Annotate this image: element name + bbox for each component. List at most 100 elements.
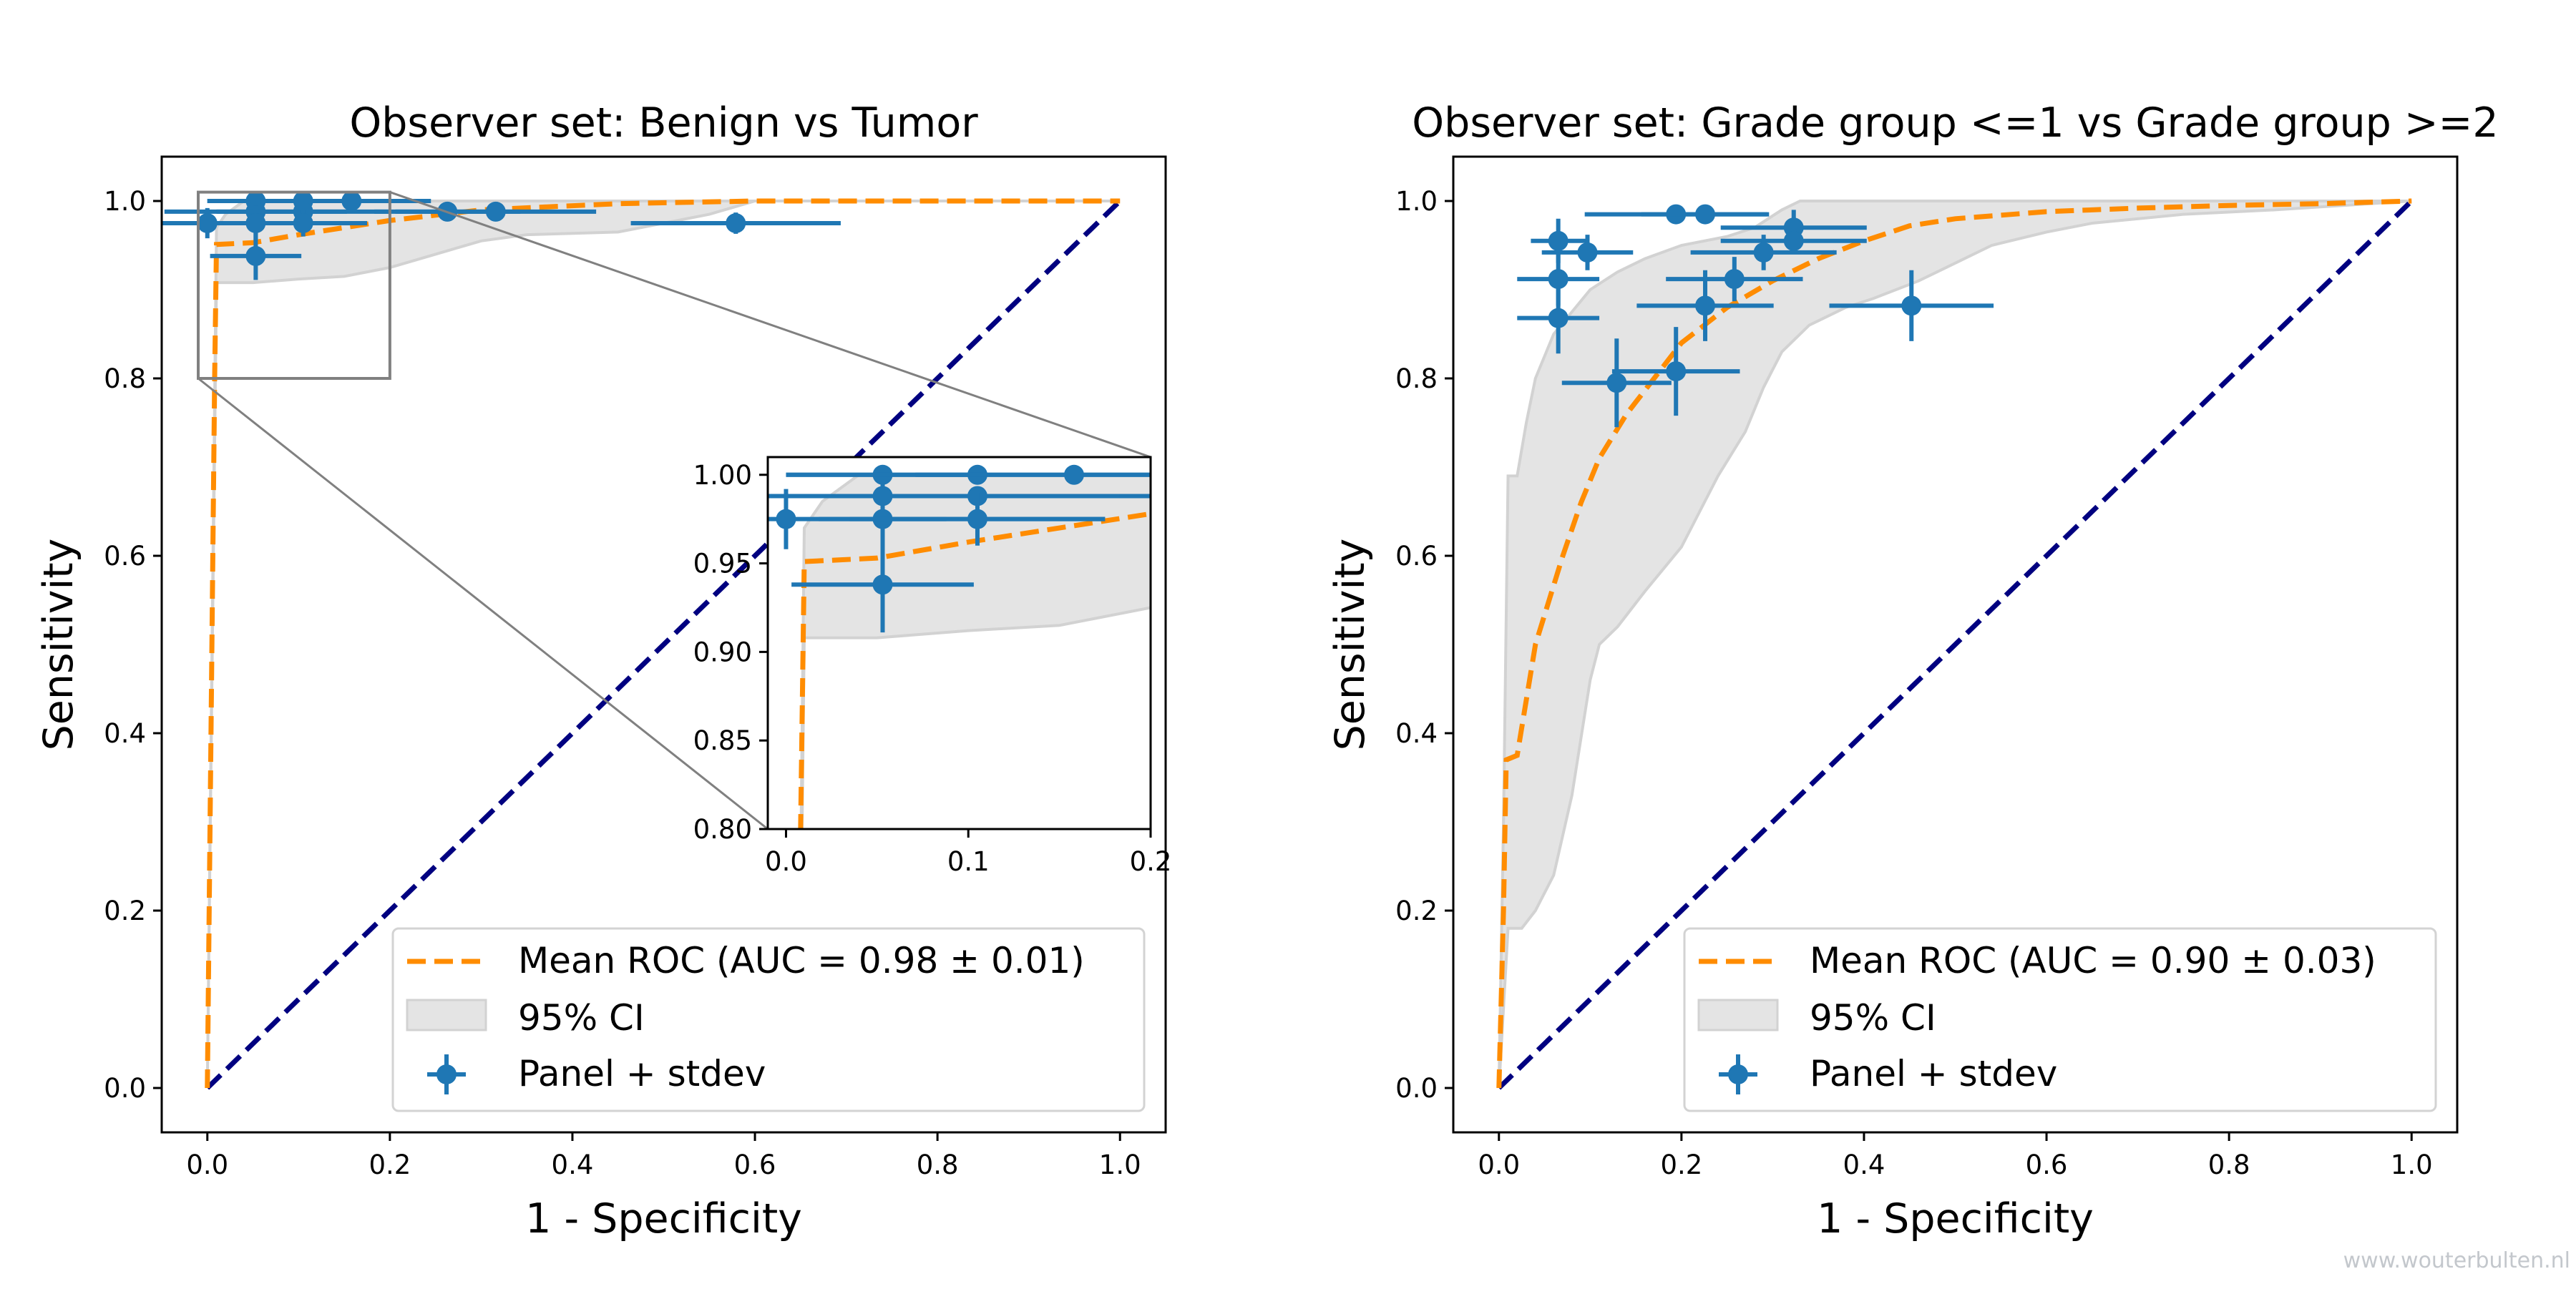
panel-point [1720, 230, 1867, 251]
panel-marker [1064, 464, 1084, 485]
x-tick-label: 0.8 [917, 1150, 959, 1180]
x-axis-label: 1 - Specificity [1817, 1195, 2094, 1243]
x-tick-label: 0.6 [2026, 1150, 2068, 1180]
y-axis-label: Sensitivity [35, 539, 82, 751]
plot-area [1496, 198, 2414, 1090]
chart-title: Observer set: Benign vs Tumor [349, 99, 978, 147]
y-tick-label: 0.2 [1395, 896, 1438, 926]
panel-marker [1548, 308, 1568, 328]
y-tick-label: 0.90 [693, 637, 752, 667]
panel-point [1641, 204, 1770, 225]
legend-label: Panel + stdev [518, 1053, 766, 1094]
y-tick-label: 0.0 [104, 1073, 146, 1104]
ci-band [205, 200, 1121, 1089]
y-tick-label: 0.80 [693, 814, 752, 845]
zoom-indicator-box [197, 190, 391, 380]
legend-panel-marker [436, 1064, 457, 1084]
panel-point [1829, 270, 1994, 341]
panel-point [1690, 235, 1837, 270]
axes-frame [766, 456, 1152, 830]
y-tick-label: 0.8 [1395, 363, 1438, 394]
panel-marker [1695, 295, 1716, 316]
panel-marker [967, 509, 987, 529]
y-tick-label: 0.6 [104, 541, 146, 572]
plot-area [162, 191, 1122, 1090]
x-tick-label: 0.4 [552, 1150, 594, 1180]
chance-line [205, 199, 1122, 1090]
panel-point [1561, 338, 1672, 428]
inset-plot-area [768, 464, 1852, 829]
panel-point [1517, 252, 1600, 306]
x-tick-label: 0.1 [947, 846, 990, 877]
panel-point [849, 492, 1106, 546]
y-axis-label: Sensitivity [1327, 539, 1374, 751]
panel-marker [1352, 486, 1372, 506]
panel-marker [485, 201, 506, 222]
panel-marker [776, 509, 796, 529]
x-tick-label: 0.4 [1843, 1150, 1885, 1180]
axes-frame [160, 155, 1167, 1134]
legend: Mean ROC (AUC = 0.90 ± 0.03) 95% CI Panel … [1683, 927, 2437, 1112]
x-tick-label: 0.6 [734, 1150, 776, 1180]
x-tick-label: 0.0 [1478, 1150, 1520, 1180]
y-tick-label: 1.0 [104, 186, 146, 217]
zoom-connector-line [197, 377, 769, 830]
chance-line [1497, 199, 2414, 1090]
panel-point [1666, 257, 1803, 302]
panel-marker [1695, 204, 1716, 225]
panel-marker [1548, 269, 1568, 290]
panel-marker [293, 213, 313, 233]
panel-marker [1753, 242, 1774, 263]
panel-point [1119, 486, 1276, 506]
panel-point [210, 232, 302, 280]
watermark: www.wouterbulten.nl [2343, 1248, 2570, 1273]
panel-point [272, 191, 431, 211]
x-tick-label: 1.0 [1099, 1150, 1141, 1180]
panel-marker [245, 245, 266, 266]
panel-point [1517, 283, 1600, 354]
legend-panel-marker [1728, 1064, 1748, 1084]
panel-marker [1783, 230, 1804, 251]
panel-marker [1606, 373, 1627, 393]
y-tick-label: 0.4 [104, 718, 146, 749]
y-tick-label: 0.2 [104, 896, 146, 926]
legend-label: Mean ROC (AUC = 0.98 ± 0.01) [518, 940, 1085, 981]
y-tick-label: 0.0 [1395, 1073, 1438, 1104]
x-tick-label: 0.0 [765, 846, 807, 877]
panel-marker [341, 191, 362, 211]
legend-ci-swatch [406, 999, 487, 1031]
mean-roc-line [798, 511, 1151, 829]
panel-point [791, 536, 974, 633]
panel-marker [1256, 486, 1276, 506]
legend-label: 95% CI [1810, 997, 1936, 1039]
x-tick-label: 0.2 [1660, 1150, 1702, 1180]
legend: Mean ROC (AUC = 0.98 ± 0.01) 95% CI Panel … [391, 927, 1146, 1112]
x-tick-label: 0.0 [186, 1150, 228, 1180]
x-tick-label: 0.2 [369, 1150, 411, 1180]
legend-label: Mean ROC (AUC = 0.90 ± 0.03) [1810, 940, 2376, 981]
y-tick-label: 0.95 [693, 549, 752, 579]
panel-point [630, 212, 841, 234]
x-tick-label: 0.2 [1130, 846, 1172, 877]
legend-label: Panel + stdev [1810, 1053, 2057, 1094]
legend-box [391, 927, 1146, 1112]
panel-point [239, 210, 367, 237]
panel-marker [1548, 230, 1568, 251]
panel-point [395, 201, 597, 222]
x-axis-label: 1 - Specificity [525, 1195, 802, 1243]
panel-point [1636, 270, 1774, 341]
panel-point [1161, 486, 1562, 506]
zoom-connector-line [389, 191, 1151, 459]
y-tick-label: 0.8 [104, 363, 146, 394]
panel-marker [1666, 361, 1687, 382]
panel-marker [1832, 509, 1852, 529]
legend-ci-swatch [1697, 999, 1779, 1031]
panel-marker [197, 213, 218, 233]
panel-marker [726, 213, 746, 233]
chart-title: Observer set: Grade group <=1 vs Grade g… [1412, 99, 2498, 147]
panel-marker [1724, 269, 1745, 290]
ci-band [1497, 200, 2412, 1089]
y-tick-label: 1.0 [1395, 186, 1438, 217]
panel-point [915, 464, 1151, 485]
